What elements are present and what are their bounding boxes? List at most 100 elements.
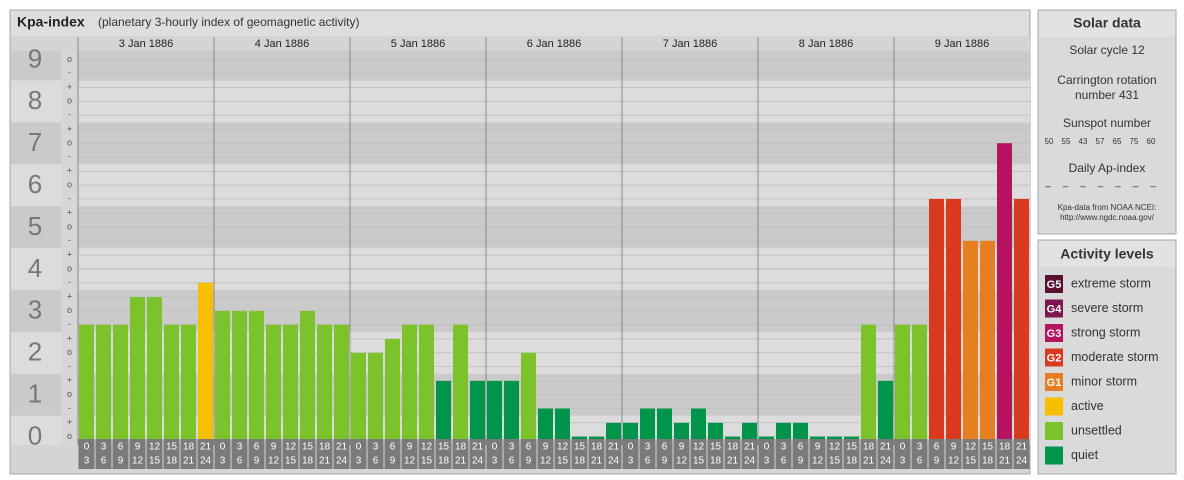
hour-label: 15 [557,456,569,467]
bar [385,338,400,445]
hour-label: 18 [166,456,178,467]
hour-label: 6 [101,456,107,467]
hour-label: 6 [237,456,243,467]
bar [470,380,485,445]
hour-label: 15 [829,456,841,467]
hour-label: 9 [679,442,685,453]
bar [521,352,536,445]
hour-label: 9 [271,442,277,453]
hour-label: 9 [254,456,260,467]
bar [164,324,179,445]
hour-box [384,439,401,469]
hour-label: 6 [390,442,396,453]
y-tick-label: 4 [28,253,42,283]
minor-tick-label: - [68,277,71,287]
y-tick-label: 1 [28,379,42,409]
bar [640,408,655,445]
y-tick-label: 5 [28,211,42,241]
hour-label: 12 [268,456,280,467]
hour-label: 9 [934,456,940,467]
legend-swatch [1045,422,1063,440]
hour-label: 0 [900,442,906,453]
hour-label: 12 [812,456,824,467]
hour-box [95,439,112,469]
minor-tick-label: - [68,68,71,78]
hour-box [911,439,928,469]
minor-tick-label: o [67,389,72,399]
hour-box [877,439,894,469]
hour-label: 0 [356,442,362,453]
minor-tick-label: - [68,151,71,161]
rotation: Carrington rotation [1057,73,1156,87]
sunspot-value: 55 [1062,137,1071,146]
minor-tick-label: + [67,124,72,134]
bar [997,143,1012,445]
minor-tick-label: + [67,82,72,92]
hour-label: 6 [662,442,668,453]
hour-label: 18 [863,442,875,453]
legend-label: minor storm [1071,374,1137,388]
sunspot-value: 75 [1130,137,1139,146]
hour-box [673,439,690,469]
sunspot-value: 43 [1079,137,1088,146]
hour-box [724,439,741,469]
hour-label: 15 [710,442,722,453]
solar-header [1039,11,1175,37]
hour-label: 18 [455,442,467,453]
bar [402,324,417,445]
hour-box [928,439,945,469]
minor-tick-label: - [68,235,71,245]
hour-label: 6 [917,456,923,467]
hour-label: 12 [540,456,552,467]
sunspot-value: 50 [1045,137,1054,146]
ap-value: – [1133,182,1139,193]
day-label: 8 Jan 1886 [799,38,853,50]
sunspot-value: 57 [1096,137,1105,146]
solar-panel [1037,9,1177,235]
hour-label: 21 [200,442,212,453]
minor-tick-label: + [67,250,72,260]
hour-label: 15 [166,442,178,453]
y-tick-label: 6 [28,169,42,199]
bar [113,324,128,445]
hour-label: 24 [608,456,620,467]
hour-label: 3 [917,442,923,453]
hour-box [112,439,129,469]
hour-label: 0 [492,442,498,453]
chart-subtitle: (planetary 3-hourly index of geomagnetic… [98,15,359,29]
minor-tick-label: - [68,193,71,203]
hour-label: 21 [608,442,620,453]
hour-box [588,439,605,469]
hour-label: 12 [829,442,841,453]
hour-label: 21 [880,442,892,453]
hour-label: 15 [574,442,586,453]
hour-box [146,439,163,469]
hour-label: 9 [951,442,957,453]
bar [130,297,145,445]
source-url: http://www.ngdc.noaa.gov/ [1060,213,1155,222]
hour-box [843,439,860,469]
legend-label: severe storm [1071,301,1143,315]
hour-box [214,439,231,469]
hour-box [520,439,537,469]
hour-label: 12 [948,456,960,467]
legend-label: strong storm [1071,325,1140,339]
hour-label: 0 [764,442,770,453]
hour-label: 18 [846,456,858,467]
hour-label: 9 [135,442,141,453]
minor-tick-label: - [68,110,71,120]
ap-value: – [1063,182,1069,193]
legend-badge: G2 [1047,352,1062,364]
hour-box [605,439,622,469]
y-tick-label: 3 [28,295,42,325]
hour-label: 12 [676,456,688,467]
legend-swatch [1045,397,1063,416]
bar [317,324,332,445]
hour-box [622,439,639,469]
minor-tick-label: o [67,96,72,106]
y-tick-label: 2 [28,337,42,367]
hour-box [656,439,673,469]
minor-tick-label: + [67,375,72,385]
hour-box [826,439,843,469]
